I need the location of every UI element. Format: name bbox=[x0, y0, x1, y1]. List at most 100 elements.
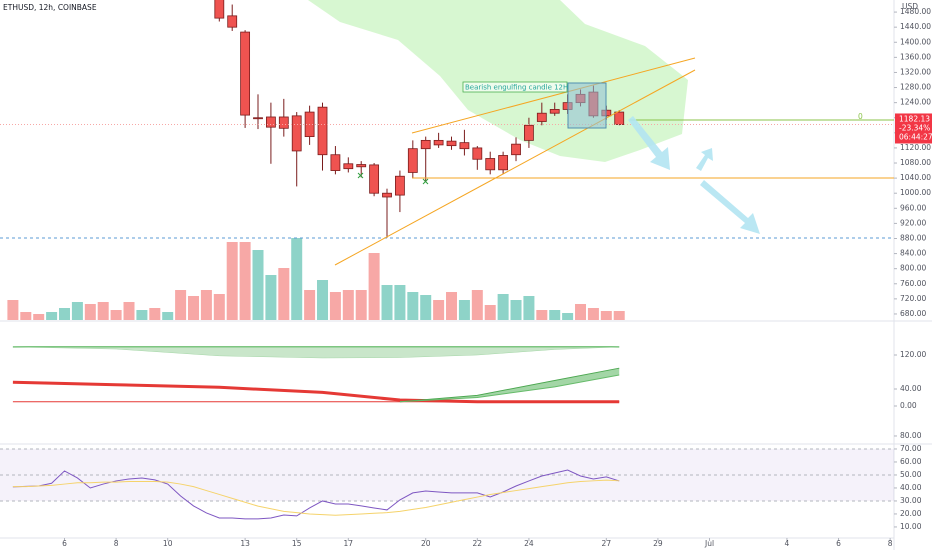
x-tick-label: 29 bbox=[653, 539, 663, 548]
x-tick-label: 17 bbox=[344, 539, 354, 548]
y-tick-label: 60.00 bbox=[900, 457, 922, 466]
indicator-line bbox=[12, 346, 620, 359]
y-tick-label: 1240.00 bbox=[900, 98, 931, 107]
y-tick-label: 0.00 bbox=[900, 401, 917, 410]
volume-bar bbox=[575, 304, 587, 320]
candle-body bbox=[549, 109, 560, 114]
y-tick-label: 1280.00 bbox=[900, 83, 931, 92]
candle-body bbox=[459, 142, 470, 150]
candle-body bbox=[317, 106, 328, 156]
candle-body bbox=[395, 175, 405, 196]
y-tick-label: 1080.00 bbox=[900, 158, 931, 167]
y-tick-label: 960.00 bbox=[900, 203, 926, 212]
x-tick-label: Jul bbox=[704, 539, 714, 548]
annotation-box bbox=[462, 81, 568, 93]
volume-bar bbox=[33, 314, 45, 320]
volume-bar bbox=[329, 292, 341, 320]
y-tick-label: 1320.00 bbox=[900, 67, 931, 76]
y-tick-label: 1360.00 bbox=[900, 52, 931, 61]
candle-body bbox=[369, 164, 380, 194]
volume-bar bbox=[613, 311, 625, 320]
volume-bar bbox=[484, 305, 496, 320]
marker bbox=[357, 172, 364, 179]
volume-bar bbox=[304, 290, 316, 320]
volume-bar bbox=[355, 290, 367, 320]
level-label: 0 bbox=[858, 112, 863, 121]
volume-bar bbox=[239, 242, 251, 320]
candle-body bbox=[498, 155, 509, 171]
x-tick-label: 15 bbox=[292, 539, 302, 548]
price-tag bbox=[895, 113, 932, 144]
y-tick-label: 20.00 bbox=[900, 509, 922, 518]
volume-bar bbox=[342, 290, 354, 320]
volume-bar bbox=[149, 308, 161, 320]
volume-bar bbox=[84, 304, 96, 320]
y-tick-label: 880.00 bbox=[900, 233, 926, 242]
arrow bbox=[700, 180, 760, 234]
candle-body bbox=[278, 116, 289, 129]
volume-bar bbox=[497, 294, 509, 320]
y-tick-label: 1000.00 bbox=[900, 188, 931, 197]
arrow bbox=[696, 148, 713, 171]
x-tick-label: 6 bbox=[836, 539, 841, 548]
candle-body bbox=[446, 140, 457, 147]
candle-body bbox=[420, 139, 431, 150]
volume-bar bbox=[46, 312, 58, 320]
x-tick-label: 8 bbox=[114, 539, 119, 548]
candle-body bbox=[472, 147, 483, 160]
wedge-line bbox=[411, 57, 696, 134]
x-tick-label: 13 bbox=[240, 539, 250, 548]
marks bbox=[0, 0, 894, 520]
candle-body bbox=[382, 192, 392, 198]
volume-bar bbox=[188, 296, 200, 320]
price-tag-change: -23.34% bbox=[899, 123, 930, 132]
volume-bar bbox=[394, 285, 406, 320]
y-tick-label: 120.00 bbox=[900, 350, 926, 359]
volume-bar bbox=[71, 302, 83, 320]
y-tick-label: 840.00 bbox=[900, 249, 926, 258]
volume-bar bbox=[458, 300, 470, 320]
volume-bar bbox=[123, 302, 135, 320]
symbol-title: ETHUSD, 12h, COINBASE bbox=[3, 3, 97, 12]
y-tick-label: 40.00 bbox=[900, 483, 922, 492]
candle-body bbox=[330, 154, 341, 171]
x-tick-label: 24 bbox=[524, 539, 534, 548]
y-tick-label: 40.00 bbox=[900, 384, 922, 393]
price-tag-value: 1182.13 bbox=[899, 114, 930, 123]
arrow bbox=[628, 116, 670, 170]
volume-bar bbox=[20, 312, 32, 320]
volume-bar bbox=[252, 250, 264, 320]
volume-bar bbox=[562, 313, 574, 320]
candle-body bbox=[343, 163, 354, 170]
volume-bar bbox=[446, 292, 458, 320]
volume-bar bbox=[381, 285, 393, 320]
y-tick-label: 680.00 bbox=[900, 309, 926, 318]
candle-body bbox=[524, 124, 534, 141]
volume-bar bbox=[200, 290, 212, 320]
indicator-line bbox=[12, 479, 620, 516]
volume-bar bbox=[368, 253, 380, 320]
candle-body bbox=[214, 0, 225, 19]
volume-bar bbox=[213, 294, 225, 320]
volume-bar bbox=[420, 295, 432, 320]
y-tick-label: 1120.00 bbox=[900, 143, 931, 152]
y-tick-label: 920.00 bbox=[900, 218, 926, 227]
y-tick-label: 70.00 bbox=[900, 444, 922, 453]
volume-bar bbox=[291, 238, 303, 320]
y-tick-label: 720.00 bbox=[900, 294, 926, 303]
volume-bar bbox=[162, 312, 174, 320]
candle-body bbox=[485, 158, 496, 171]
volume-bar bbox=[433, 300, 445, 320]
volume-bar bbox=[587, 308, 599, 320]
volume-bar bbox=[7, 300, 19, 320]
y-tick-label: 50.00 bbox=[900, 470, 922, 479]
volume-bar bbox=[265, 275, 277, 320]
volume-bar bbox=[59, 308, 71, 320]
candle-body bbox=[536, 112, 547, 122]
y-tick-label: 760.00 bbox=[900, 279, 926, 288]
volume-bar bbox=[523, 296, 535, 320]
volume-bar bbox=[600, 311, 612, 320]
candle-body bbox=[356, 164, 367, 168]
indicator-line bbox=[399, 374, 620, 403]
